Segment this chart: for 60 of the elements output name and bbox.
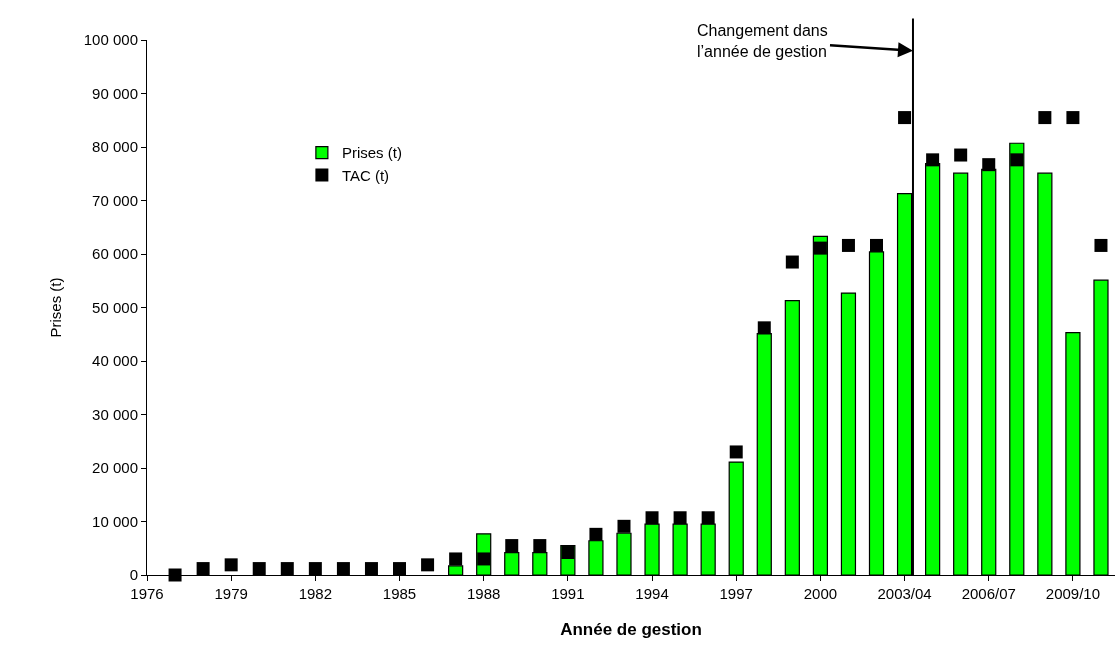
legend-label: TAC (t) — [341, 166, 390, 184]
point — [280, 562, 294, 576]
x-tick-label: 1976 — [130, 585, 164, 602]
x-tick-label: 2000 — [803, 585, 838, 602]
x-tick-label: 2006/07 — [961, 585, 1016, 602]
point — [224, 558, 238, 572]
x-tick-label: 2009/10 — [1045, 585, 1101, 602]
x-tick-label: 1988 — [467, 585, 501, 602]
x-tick-label: 1985 — [382, 585, 417, 602]
point — [841, 238, 855, 252]
point — [645, 511, 659, 525]
y-tick-label: 30 000 — [92, 405, 138, 423]
point — [757, 321, 771, 335]
point — [926, 153, 940, 167]
x-tick-label: 1979 — [214, 585, 248, 602]
y-tick-label: 60 000 — [92, 245, 138, 263]
point — [196, 562, 210, 576]
point — [954, 148, 968, 162]
y-tick-label: 70 000 — [92, 191, 138, 209]
y-tick-label: 0 — [129, 566, 138, 584]
point — [1038, 111, 1052, 125]
x-tick-label: 1991 — [551, 585, 585, 602]
point — [1066, 111, 1080, 125]
point — [898, 111, 912, 125]
point — [701, 511, 715, 525]
y-tick-label: 90 000 — [92, 84, 138, 102]
point — [617, 519, 631, 533]
point — [533, 539, 547, 553]
point — [252, 562, 266, 576]
y-tick-label: 80 000 — [92, 138, 138, 156]
legend-label: Prises (t) — [341, 144, 402, 162]
point — [168, 568, 182, 582]
point — [589, 527, 603, 541]
point — [1010, 153, 1024, 167]
y-tick-label: 50 000 — [92, 298, 138, 316]
y-tick-label: 40 000 — [92, 352, 138, 370]
point — [393, 562, 407, 576]
point — [673, 511, 687, 525]
x-tick-label: 1994 — [635, 585, 669, 602]
y-tick-label: 20 000 — [92, 459, 138, 477]
point — [870, 238, 884, 252]
point — [505, 539, 519, 553]
y-tick-label: 100 000 — [83, 31, 138, 49]
x-tick-label: 1997 — [719, 585, 753, 602]
x-tick-label: 1982 — [298, 585, 333, 602]
point — [421, 558, 435, 572]
point — [785, 255, 799, 269]
annotation: Changement dans l’année de gestion — [697, 22, 828, 60]
point — [1094, 238, 1108, 252]
y-axis-title: Prises (t) — [47, 277, 65, 338]
point — [813, 241, 827, 255]
point — [449, 552, 463, 566]
x-axis-title: Année de gestion — [560, 620, 702, 640]
point — [308, 562, 322, 576]
y-tick-label: 10 000 — [92, 512, 138, 530]
point — [729, 445, 743, 459]
point — [336, 562, 350, 576]
point — [364, 562, 378, 576]
point — [982, 158, 996, 172]
x-tick-label: 2003/04 — [877, 585, 932, 602]
